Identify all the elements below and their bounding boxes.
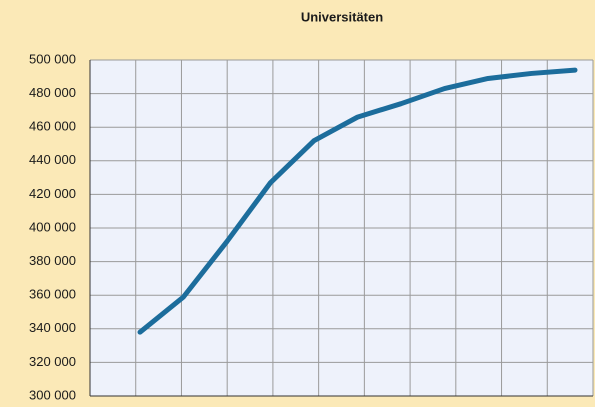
y-tick-label: 440 000 [29,152,76,167]
y-tick-label: 320 000 [29,354,76,369]
y-tick-label: 360 000 [29,287,76,302]
y-tick-label: 400 000 [29,219,76,234]
y-tick-label: 480 000 [29,85,76,100]
data-line [137,67,578,335]
y-tick-label: 340 000 [29,320,76,335]
y-tick-label: 380 000 [29,253,76,268]
chart-title: Universitäten [301,9,383,24]
y-tick-label: 500 000 [29,51,76,66]
y-tick-label: 460 000 [29,119,76,134]
y-tick-label: 300 000 [29,387,76,402]
y-tick-label: 420 000 [29,186,76,201]
